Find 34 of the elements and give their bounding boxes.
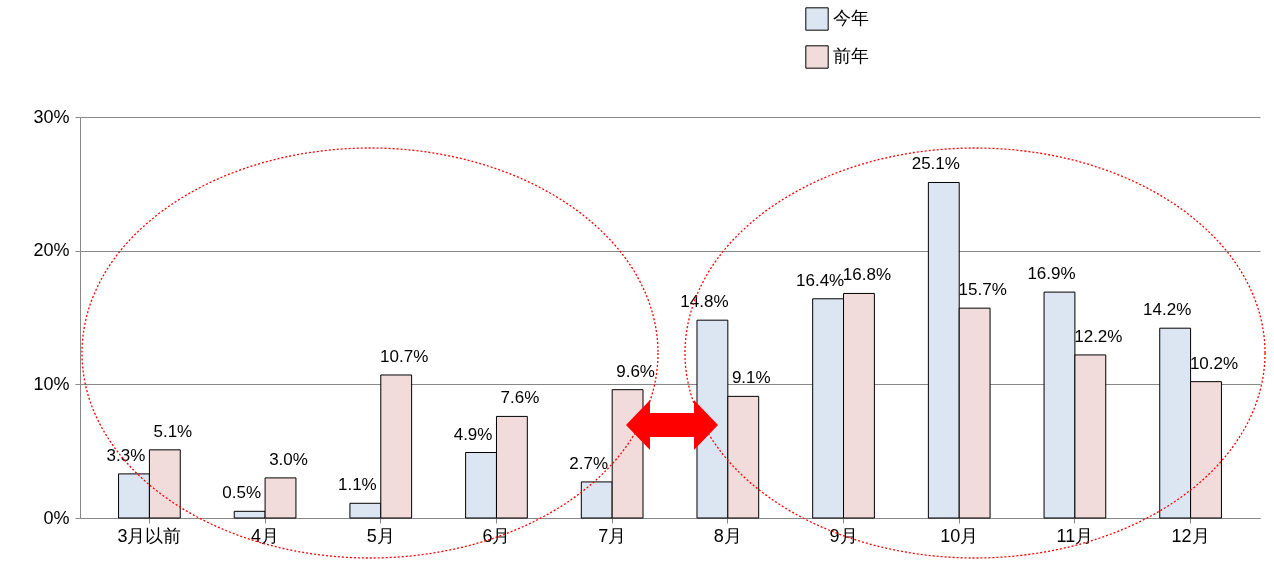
x-tick-label: 12月 bbox=[1171, 525, 1210, 546]
data-label: 5.1% bbox=[153, 421, 193, 441]
data-label: 25.1% bbox=[911, 154, 960, 174]
x-tick-label: 8月 bbox=[713, 525, 742, 546]
x-tick-label: 7月 bbox=[598, 525, 627, 546]
y-tick-label: 10% bbox=[33, 373, 70, 394]
x-tick-label: 5月 bbox=[366, 525, 395, 546]
legend-label: 今年 bbox=[833, 8, 869, 28]
data-label: 3.0% bbox=[269, 449, 308, 469]
y-tick-label: 30% bbox=[33, 106, 70, 127]
data-label: 9.6% bbox=[616, 361, 655, 381]
data-label: 3.3% bbox=[106, 445, 146, 465]
data-label: 14.8% bbox=[680, 292, 729, 312]
data-label: 0.5% bbox=[222, 483, 262, 503]
x-tick-label: 10月 bbox=[940, 525, 979, 546]
data-label: 16.4% bbox=[796, 270, 845, 290]
x-tick-label: 11月 bbox=[1056, 525, 1094, 546]
x-tick-label: 3月以前 bbox=[117, 525, 182, 546]
data-label: 16.9% bbox=[1027, 264, 1076, 284]
data-label: 9.1% bbox=[731, 368, 771, 388]
x-tick-label: 6月 bbox=[482, 525, 511, 546]
x-tick-label: 9月 bbox=[829, 525, 858, 546]
x-tick-label: 4月 bbox=[251, 525, 280, 546]
data-label: 1.1% bbox=[337, 475, 377, 495]
data-label: 10.7% bbox=[380, 346, 429, 366]
data-label: 14.2% bbox=[1143, 300, 1192, 320]
data-label: 12.2% bbox=[1074, 326, 1123, 346]
data-label: 2.7% bbox=[569, 453, 609, 473]
data-label: 7.6% bbox=[500, 388, 540, 408]
data-label: 10.2% bbox=[1189, 353, 1239, 373]
data-label: 4.9% bbox=[453, 424, 493, 444]
y-tick-label: 20% bbox=[33, 240, 70, 261]
y-tick-label: 0% bbox=[43, 507, 70, 528]
legend-label: 前年 bbox=[833, 46, 869, 66]
